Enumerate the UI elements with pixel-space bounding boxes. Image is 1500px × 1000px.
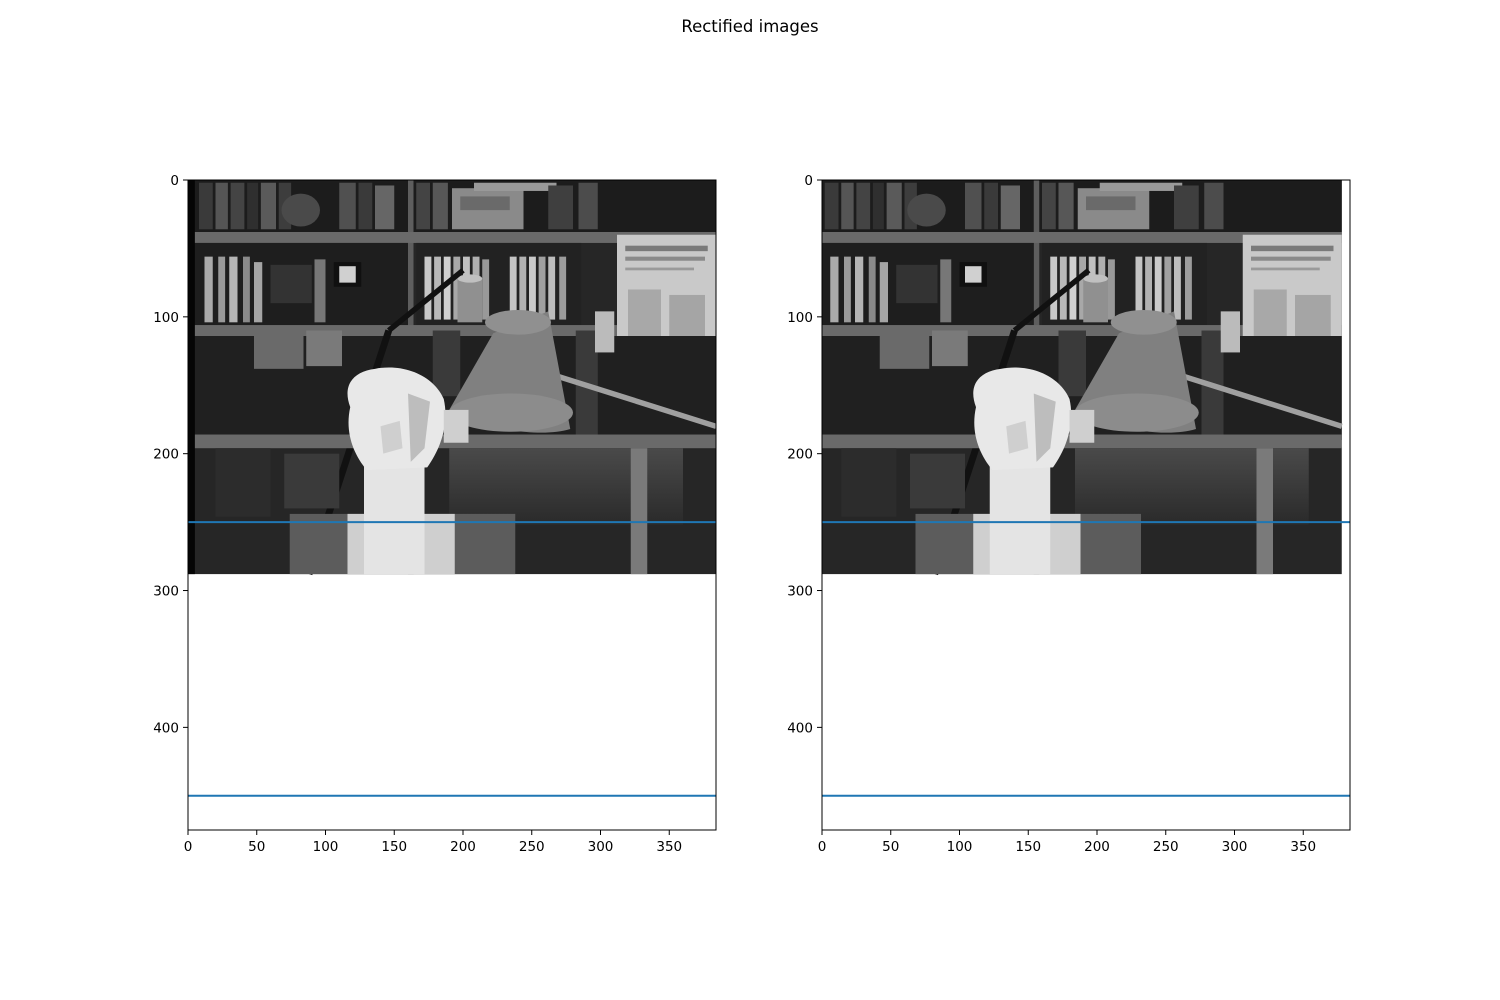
x-tick-label: 350 xyxy=(1290,839,1316,855)
x-tick-label: 50 xyxy=(882,839,899,855)
y-tick-label: 300 xyxy=(153,584,179,600)
x-tick-label: 250 xyxy=(519,839,545,855)
rectified-image xyxy=(814,180,1342,574)
x-tick-label: 150 xyxy=(1015,839,1041,855)
x-tick-label: 100 xyxy=(313,839,339,855)
y-tick-label: 100 xyxy=(153,310,179,326)
y-tick-label: 0 xyxy=(804,173,813,189)
x-tick-label: 50 xyxy=(248,839,265,855)
y-tick-label: 300 xyxy=(787,584,813,600)
x-tick-label: 0 xyxy=(818,839,827,855)
figure-title: Rectified images xyxy=(681,17,819,36)
rectified-image xyxy=(188,180,716,574)
x-tick-label: 300 xyxy=(1222,839,1248,855)
x-tick-label: 350 xyxy=(656,839,682,855)
axes-frame xyxy=(821,179,1351,831)
x-tick-label: 250 xyxy=(1153,839,1179,855)
x-tick-label: 100 xyxy=(947,839,973,855)
x-tick-label: 150 xyxy=(381,839,407,855)
y-tick-label: 400 xyxy=(153,720,179,736)
x-tick-label: 0 xyxy=(184,839,193,855)
subplot-left: 0 50 100 150 200 250 300 350 0 100 200 300 400 xyxy=(153,173,717,855)
y-tick-label: 200 xyxy=(153,447,179,463)
y-tick-label: 0 xyxy=(170,173,179,189)
y-tick-label: 100 xyxy=(787,310,813,326)
x-tick-label: 200 xyxy=(1084,839,1110,855)
axes-frame xyxy=(187,179,717,831)
x-tick-label: 200 xyxy=(450,839,476,855)
y-tick-label: 400 xyxy=(787,720,813,736)
subplot-right: 0 50 100 150 200 250 300 350 0 100 200 300 400 xyxy=(787,173,1351,855)
x-tick-label: 300 xyxy=(588,839,614,855)
y-tick-label: 200 xyxy=(787,447,813,463)
